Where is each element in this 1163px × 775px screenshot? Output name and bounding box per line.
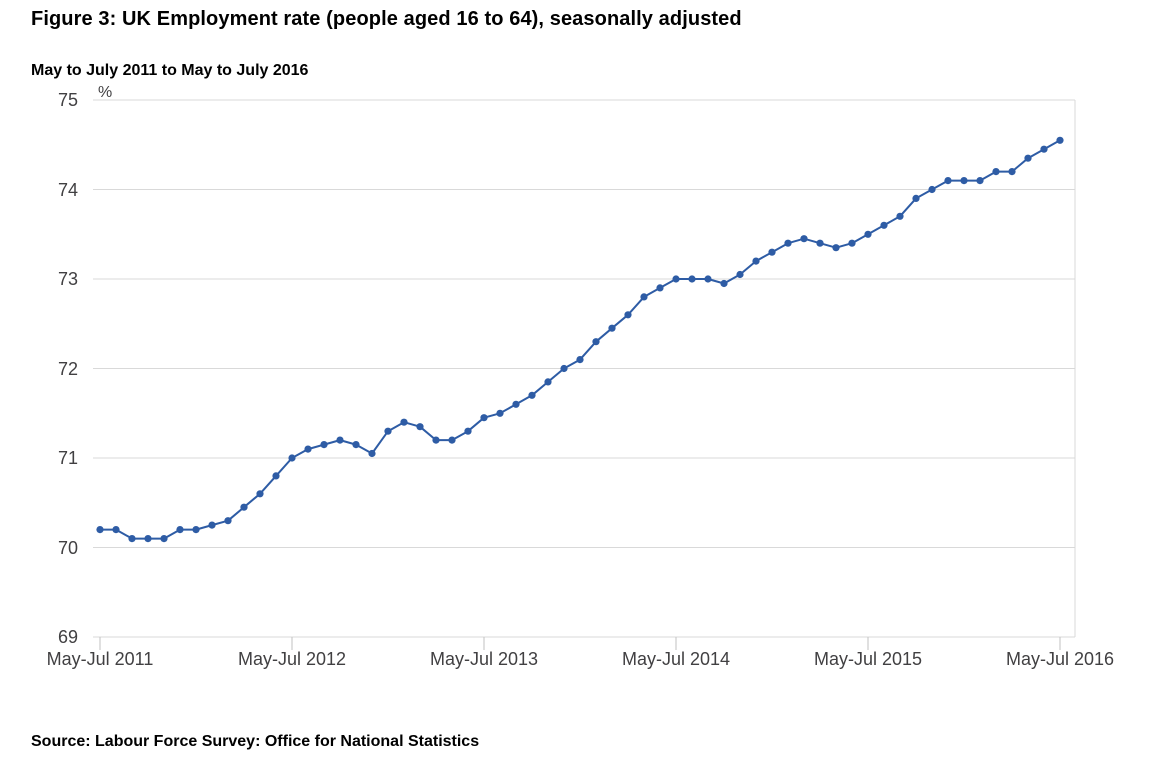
- data-point-marker: [896, 212, 904, 220]
- y-axis-label: 75: [57, 90, 78, 110]
- y-axis-label: 72: [57, 358, 78, 379]
- data-point-marker: [144, 535, 152, 543]
- data-point-marker: [576, 356, 584, 364]
- data-point-marker: [304, 445, 312, 453]
- data-point-marker: [528, 391, 536, 399]
- data-point-marker: [496, 409, 504, 417]
- y-axis-label: 69: [57, 627, 78, 647]
- data-point-marker: [448, 436, 456, 444]
- data-point-marker: [400, 418, 408, 426]
- source-note: Source: Labour Force Survey: Office for …: [31, 733, 480, 750]
- x-axis-label: May-Jul 2013: [429, 649, 539, 669]
- data-point-marker: [912, 194, 920, 202]
- data-point-marker: [352, 441, 360, 449]
- data-point-marker: [736, 270, 744, 279]
- data-point-marker: [96, 526, 104, 534]
- data-point-marker: [512, 400, 520, 408]
- figure-subtitle: May to July 2011 to May to July 2016: [31, 62, 309, 79]
- y-axis-label: 74: [57, 179, 78, 200]
- data-point-marker: [416, 423, 424, 431]
- data-point-marker: [432, 436, 440, 444]
- y-axis-label: 71: [57, 448, 78, 468]
- data-point-marker: [1040, 145, 1048, 153]
- data-point-marker: [320, 441, 328, 449]
- data-point-marker: [640, 293, 648, 301]
- data-point-marker: [368, 449, 376, 458]
- y-axis-label: 70: [57, 537, 78, 558]
- data-point-marker: [784, 239, 792, 247]
- data-point-marker: [992, 168, 1000, 176]
- data-point-marker: [480, 414, 488, 422]
- data-point-marker: [544, 378, 552, 386]
- data-point-marker: [768, 248, 776, 256]
- data-point-marker: [944, 177, 952, 185]
- data-point-marker: [672, 275, 680, 283]
- data-point-marker: [720, 279, 728, 288]
- data-point-marker: [816, 239, 824, 247]
- x-axis-label: May-Jul 2011: [46, 649, 154, 669]
- data-point-marker: [464, 427, 472, 435]
- data-point-marker: [960, 177, 968, 185]
- data-point-marker: [928, 185, 936, 194]
- data-point-marker: [1024, 154, 1032, 162]
- data-point-marker: [160, 535, 168, 543]
- data-point-marker: [624, 311, 632, 319]
- x-axis-label: May-Jul 2014: [621, 649, 731, 669]
- data-point-marker: [272, 472, 280, 480]
- x-axis-label: May-Jul 2016: [1005, 649, 1115, 669]
- data-point-marker: [832, 244, 840, 252]
- data-point-marker: [112, 526, 120, 534]
- data-point-marker: [1056, 136, 1064, 144]
- data-point-marker: [224, 517, 232, 525]
- y-axis-label: 73: [57, 269, 78, 289]
- data-point-marker: [192, 526, 200, 534]
- y-axis-unit-label: %: [98, 84, 113, 101]
- data-point-marker: [848, 239, 856, 247]
- data-point-marker: [128, 535, 136, 543]
- data-point-marker: [288, 454, 296, 462]
- data-point-marker: [752, 257, 760, 265]
- data-point-marker: [656, 284, 664, 292]
- data-point-marker: [688, 275, 696, 283]
- data-point-marker: [560, 364, 568, 373]
- data-point-marker: [704, 275, 712, 283]
- data-point-marker: [336, 436, 344, 444]
- data-point-marker: [208, 521, 216, 529]
- data-point-marker: [880, 221, 888, 229]
- data-point-marker: [800, 235, 808, 243]
- data-point-marker: [240, 503, 248, 511]
- data-point-marker: [176, 526, 184, 534]
- data-point-marker: [608, 324, 616, 332]
- data-point-marker: [864, 230, 872, 238]
- x-axis-label: May-Jul 2015: [813, 649, 923, 669]
- data-point-marker: [256, 490, 264, 498]
- x-axis-label: May-Jul 2012: [237, 649, 347, 669]
- figure-title: Figure 3: UK Employment rate (people age…: [31, 8, 742, 30]
- data-point-marker: [976, 177, 984, 185]
- data-point-marker: [1008, 168, 1016, 176]
- data-point-marker: [384, 427, 392, 435]
- data-point-marker: [592, 338, 600, 346]
